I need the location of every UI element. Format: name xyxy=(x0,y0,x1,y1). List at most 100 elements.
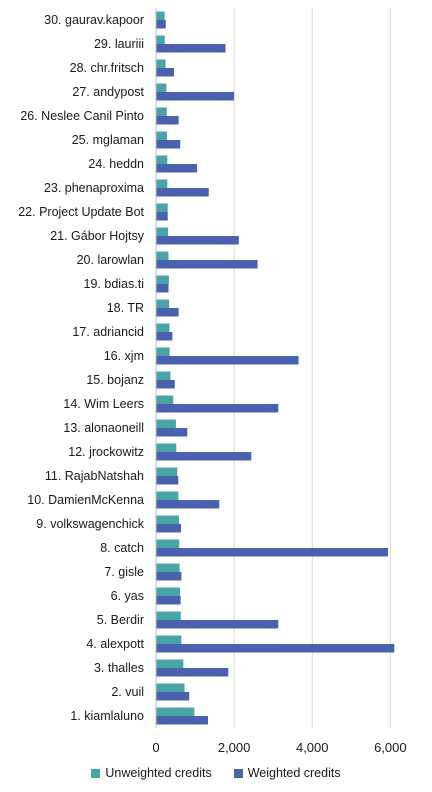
bar-unweighted-12 xyxy=(156,275,169,284)
bar-weighted-11 xyxy=(156,260,258,269)
bar-weighted-1 xyxy=(156,20,166,29)
bar-unweighted-1 xyxy=(156,11,165,20)
bar-unweighted-16 xyxy=(156,371,171,380)
category-label-17: 14. Wim Leers xyxy=(63,397,144,411)
bar-unweighted-30 xyxy=(156,707,195,716)
category-label-19: 12. jrockowitz xyxy=(68,445,144,459)
legend-swatch-weighted xyxy=(233,768,243,778)
bar-weighted-7 xyxy=(156,164,198,173)
legend-item-unweighted: Unweighted credits xyxy=(91,766,212,780)
bar-unweighted-20 xyxy=(156,467,178,476)
x-tick-label-0: 0 xyxy=(152,740,159,755)
bar-weighted-19 xyxy=(156,452,252,461)
category-label-21: 10. DamienMcKenna xyxy=(27,493,144,507)
bar-weighted-22 xyxy=(156,524,181,533)
bar-unweighted-24 xyxy=(156,563,180,572)
bar-unweighted-7 xyxy=(156,155,168,164)
bar-weighted-21 xyxy=(156,500,220,509)
bar-weighted-26 xyxy=(156,620,279,629)
bar-unweighted-5 xyxy=(156,107,167,116)
bar-weighted-13 xyxy=(156,308,179,317)
category-label-14: 17. adriancid xyxy=(72,325,144,339)
bar-unweighted-6 xyxy=(156,131,167,140)
bar-unweighted-26 xyxy=(156,611,181,620)
bar-weighted-28 xyxy=(156,668,229,677)
category-label-16: 15. bojanz xyxy=(86,373,144,387)
category-label-18: 13. alonaoneill xyxy=(63,421,144,435)
bar-weighted-5 xyxy=(156,116,179,125)
bar-unweighted-23 xyxy=(156,539,180,548)
category-label-8: 23. phenaproxima xyxy=(44,181,144,195)
bar-weighted-24 xyxy=(156,572,182,581)
bar-unweighted-13 xyxy=(156,299,170,308)
bar-weighted-12 xyxy=(156,284,169,293)
bar-weighted-6 xyxy=(156,140,181,149)
legend-label-unweighted: Unweighted credits xyxy=(105,766,212,780)
category-label-11: 20. larowlan xyxy=(77,253,144,267)
bar-unweighted-3 xyxy=(156,59,166,68)
bar-weighted-9 xyxy=(156,212,168,221)
bar-weighted-3 xyxy=(156,68,174,77)
bar-weighted-25 xyxy=(156,596,181,605)
bar-unweighted-9 xyxy=(156,203,168,212)
bar-unweighted-18 xyxy=(156,419,176,428)
legend-swatch-unweighted xyxy=(91,768,101,778)
legend-item-weighted: Weighted credits xyxy=(233,766,341,780)
bar-weighted-23 xyxy=(156,548,389,557)
category-label-15: 16. xjm xyxy=(104,349,144,363)
bar-weighted-2 xyxy=(156,44,226,53)
category-label-3: 28. chr.fritsch xyxy=(70,61,144,75)
category-label-28: 3. thalles xyxy=(94,661,144,675)
bar-weighted-20 xyxy=(156,476,179,485)
category-label-1: 30. gaurav.kapoor xyxy=(44,13,144,27)
x-tick-label-3: 6,000 xyxy=(374,740,407,755)
category-label-20: 11. RajabNatshah xyxy=(45,469,144,483)
bar-weighted-27 xyxy=(156,644,395,653)
bar-unweighted-17 xyxy=(156,395,174,404)
category-label-30: 1. kiamlaluno xyxy=(70,709,144,723)
bar-unweighted-2 xyxy=(156,35,165,44)
legend-label-weighted: Weighted credits xyxy=(247,766,341,780)
category-label-9: 22. Project Update Bot xyxy=(18,205,144,219)
bar-unweighted-8 xyxy=(156,179,168,188)
bar-unweighted-19 xyxy=(156,443,177,452)
category-label-7: 24. heddn xyxy=(88,157,144,171)
bar-unweighted-10 xyxy=(156,227,169,236)
category-label-23: 8. catch xyxy=(100,541,144,555)
bar-unweighted-4 xyxy=(156,83,167,92)
category-label-10: 21. Gábor Hojtsy xyxy=(50,229,145,243)
bar-unweighted-25 xyxy=(156,587,181,596)
bar-weighted-29 xyxy=(156,692,190,701)
category-label-26: 5. Berdir xyxy=(97,613,144,627)
bar-weighted-30 xyxy=(156,716,208,725)
bar-unweighted-15 xyxy=(156,347,170,356)
category-label-2: 29. lauriii xyxy=(94,37,144,51)
bar-weighted-14 xyxy=(156,332,173,341)
bar-unweighted-22 xyxy=(156,515,180,524)
x-tick-label-1: 2,000 xyxy=(218,740,251,755)
bar-weighted-17 xyxy=(156,404,279,413)
bar-unweighted-21 xyxy=(156,491,179,500)
bar-weighted-10 xyxy=(156,236,239,245)
bar-weighted-16 xyxy=(156,380,175,389)
bar-unweighted-29 xyxy=(156,683,185,692)
bar-unweighted-28 xyxy=(156,659,184,668)
x-tick-label-2: 4,000 xyxy=(296,740,329,755)
bar-unweighted-27 xyxy=(156,635,182,644)
bar-weighted-15 xyxy=(156,356,299,365)
category-label-29: 2. vuil xyxy=(111,685,144,699)
bar-weighted-4 xyxy=(156,92,235,101)
chart-legend: Unweighted credits Weighted credits xyxy=(0,766,432,780)
category-label-22: 9. volkswagenchick xyxy=(36,517,144,531)
category-label-27: 4. alexpott xyxy=(86,637,144,651)
bar-weighted-8 xyxy=(156,188,209,197)
bar-weighted-18 xyxy=(156,428,188,437)
category-label-6: 25. mglaman xyxy=(72,133,144,147)
category-label-5: 26. Neslee Canil Pinto xyxy=(20,109,144,123)
category-label-24: 7. gisle xyxy=(104,565,144,579)
bar-unweighted-14 xyxy=(156,323,170,332)
category-label-4: 27. andypost xyxy=(72,85,144,99)
bar-unweighted-11 xyxy=(156,251,169,260)
category-label-25: 6. yas xyxy=(111,589,144,603)
